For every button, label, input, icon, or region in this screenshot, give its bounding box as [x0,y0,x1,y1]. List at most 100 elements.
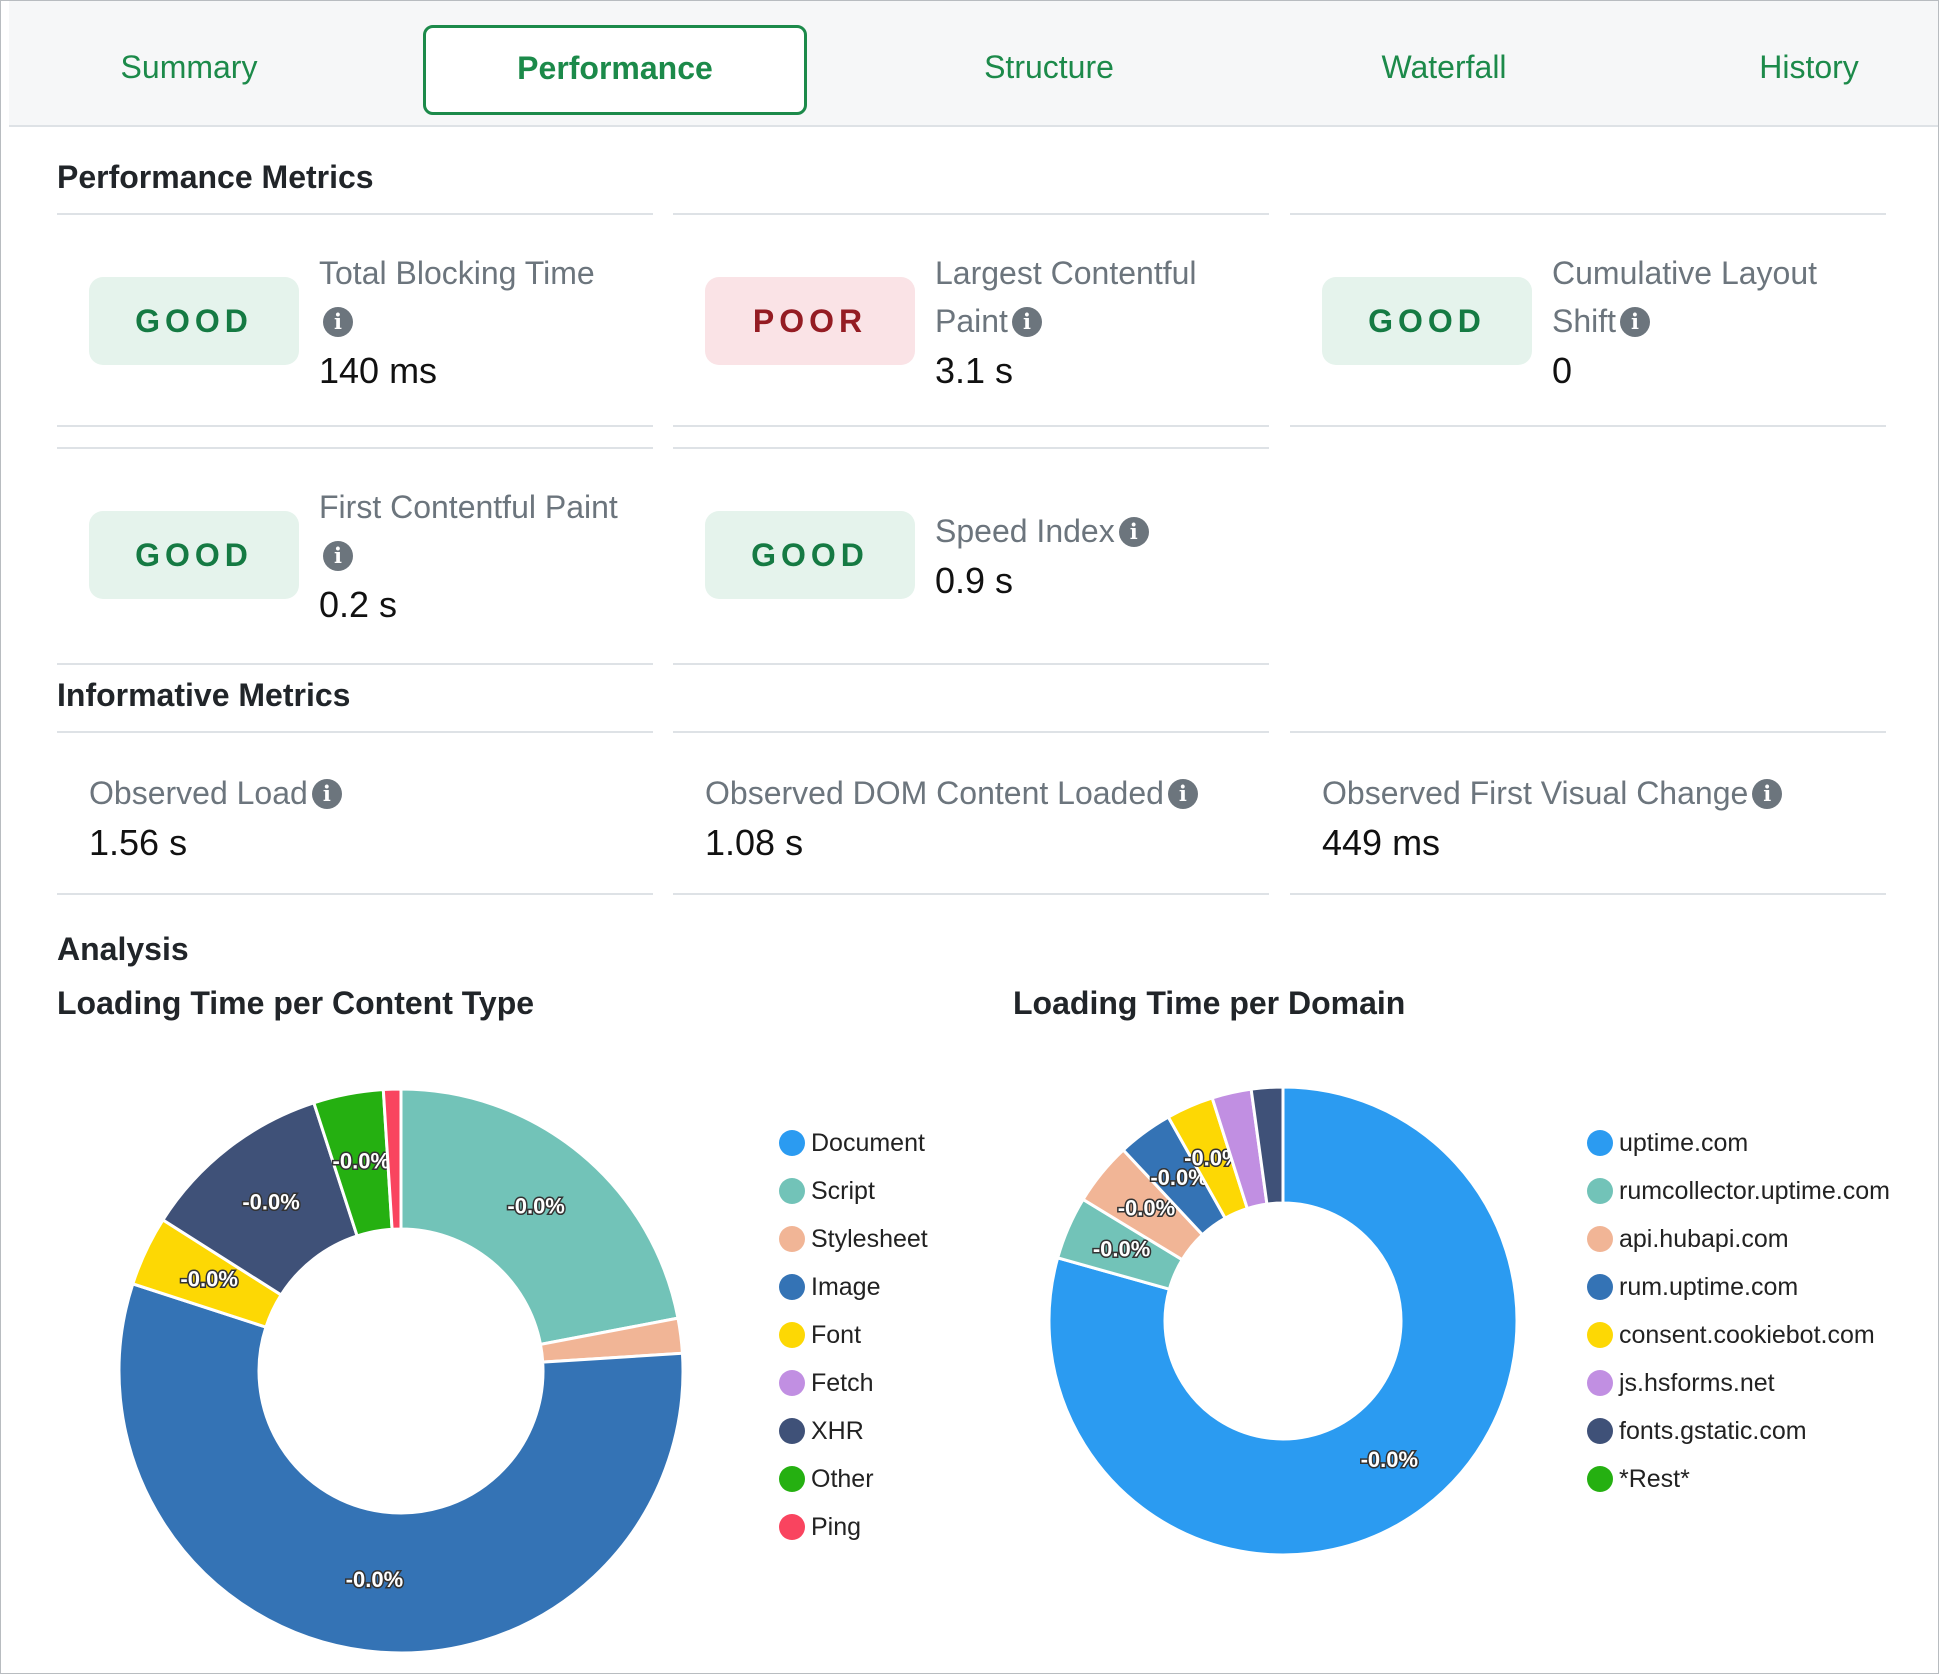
legend-item[interactable]: Image [779,1263,928,1311]
info-circle-icon[interactable]: i [1011,307,1042,337]
info-circle-icon[interactable]: i [1118,517,1149,547]
status-badge: GOOD [89,277,299,365]
info-circle-icon[interactable]: i [1167,779,1198,809]
metric-card-observed-first-visual-change: Observed First Visual Change i 449 ms [1290,731,1886,895]
legend-swatch [779,1178,805,1204]
metric-label: Total Blocking Time [319,255,595,291]
legend-item[interactable]: XHR [779,1407,928,1455]
legend-swatch [779,1130,805,1156]
legend-swatch [1587,1130,1613,1156]
slice-data-label: -0.0% [333,1149,390,1174]
slice-script[interactable] [399,1087,680,1347]
metric-card-speed-index: GOOD Speed Index i 0.9 s [673,447,1269,665]
status-badge: GOOD [705,511,915,599]
legend-label: Document [811,1129,925,1157]
domain-donut-chart: -0.0%-0.0%-0.0%-0.0%-0.0% [1047,1085,1519,1557]
legend-item[interactable]: fonts.gstatic.com [1587,1407,1890,1455]
legend-label: Fetch [811,1369,874,1397]
legend-item[interactable]: Font [779,1311,928,1359]
info-circle-icon[interactable]: i [323,307,353,337]
legend-label: Script [811,1177,875,1205]
domain-legend: uptime.com rumcollector.uptime.com api.hub… [1587,1119,1890,1503]
legend-item[interactable]: js.hsforms.net [1587,1359,1890,1407]
legend-item[interactable]: *Rest* [1587,1455,1890,1503]
legend-item[interactable]: Ping [779,1503,928,1551]
legend-swatch [1587,1466,1613,1492]
informative-metrics-heading: Informative Metrics [57,677,351,713]
info-circle-icon[interactable]: i [1752,779,1783,809]
legend-swatch [1587,1274,1613,1300]
slice-data-label: -0.0% [1150,1165,1207,1190]
legend-label: fonts.gstatic.com [1619,1417,1807,1445]
slice-fonts-gstatic-com[interactable] [1249,1085,1285,1206]
legend-label: Ping [811,1513,862,1541]
legend-label: uptime.com [1619,1129,1749,1157]
legend-item[interactable]: Document [779,1119,928,1167]
legend-label: Image [811,1273,881,1301]
legend-label: rum.uptime.com [1619,1273,1799,1301]
slice-ping[interactable] [381,1087,403,1231]
metric-value: 449 ms [1322,822,1441,863]
analysis-heading: Analysis [57,931,189,967]
content-type-legend: Document Script Stylesheet Image Font Fetch XH… [779,1119,928,1551]
slice-data-label: -0.0% [1093,1237,1150,1262]
tab-performance[interactable]: Performance [423,25,807,115]
legend-label: consent.cookiebot.com [1619,1321,1875,1349]
legend-item[interactable]: Fetch [779,1359,928,1407]
legend-item[interactable]: uptime.com [1587,1119,1890,1167]
slice-uptime-com[interactable] [1047,1085,1519,1557]
slice-data-label: -0.0% [346,1567,403,1592]
metric-value: 1.56 s [89,822,188,863]
metric-label: First Contentful Paint [319,489,618,525]
tab-bar: Summary Performance Structure Waterfall … [9,1,1938,127]
legend-swatch [779,1418,805,1444]
domain-chart-title: Loading Time per Domain [1013,985,1406,1021]
slice-data-label: -0.0% [180,1267,237,1292]
legend-swatch [779,1370,805,1396]
metric-value: 3.1 s [935,350,1014,391]
slice-data-label: -0.0% [242,1189,299,1214]
legend-item[interactable]: Stylesheet [779,1215,928,1263]
info-circle-icon[interactable]: i [323,541,353,571]
legend-item[interactable]: api.hubapi.com [1587,1215,1890,1263]
metric-value: 0.2 s [319,584,398,625]
slice-image[interactable] [117,1281,685,1655]
legend-swatch [1587,1322,1613,1348]
content-type-donut-chart: -0.0% -0.0% -0.0% -0.0% -0.0% [117,1087,685,1655]
metric-card-cumulative-layout-shift: GOOD Cumulative Layout Shift i 0 [1290,213,1886,427]
legend-item[interactable]: rumcollector.uptime.com [1587,1167,1890,1215]
metric-label: Observed First Visual Change [1322,775,1749,811]
legend-item[interactable]: Other [779,1455,928,1503]
metric-label: Observed Load [89,775,308,811]
legend-item[interactable]: rum.uptime.com [1587,1263,1890,1311]
legend-label: Font [811,1321,862,1349]
metric-value: 0.9 s [935,560,1014,601]
legend-swatch [779,1466,805,1492]
tab-structure[interactable]: Structure [984,49,1114,85]
metric-card-observed-dom-content-loaded: Observed DOM Content Loaded i 1.08 s [673,731,1269,895]
metric-label: Largest Contentful Paint [935,255,1197,339]
legend-swatch [779,1514,805,1540]
info-circle-icon[interactable]: i [1620,307,1651,337]
slice-data-label: -0.0% [1361,1447,1418,1472]
info-circle-icon[interactable]: i [311,779,342,809]
legend-item[interactable]: Script [779,1167,928,1215]
tab-summary[interactable]: Summary [120,49,258,85]
metric-value: 1.08 s [705,822,804,863]
tab-waterfall[interactable]: Waterfall [1381,49,1507,85]
tab-history[interactable]: History [1759,49,1859,85]
legend-swatch [1587,1418,1613,1444]
status-badge: GOOD [1322,277,1532,365]
legend-label: *Rest* [1619,1465,1690,1493]
legend-swatch [1587,1178,1613,1204]
legend-swatch [779,1226,805,1252]
status-badge: GOOD [89,511,299,599]
slice-data-label: -0.0% [507,1193,564,1218]
legend-item[interactable]: consent.cookiebot.com [1587,1311,1890,1359]
metric-card-largest-contentful-paint: POOR Largest Contentful Paint i 3.1 s [673,213,1269,427]
metric-label: Cumulative Layout Shift [1552,255,1818,339]
metric-value: 0 [1552,350,1573,391]
metric-label: Speed Index [935,513,1115,549]
legend-swatch [1587,1370,1613,1396]
